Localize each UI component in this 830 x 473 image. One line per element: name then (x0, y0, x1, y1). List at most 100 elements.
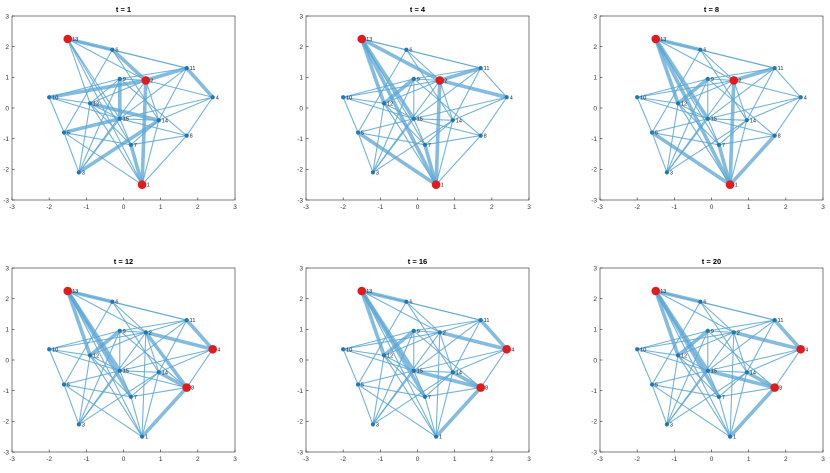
x-tick-label: 1 (159, 456, 163, 463)
network-edge (141, 135, 188, 186)
network-edge (372, 118, 415, 173)
network-node (47, 347, 52, 352)
network-edge (342, 348, 385, 356)
network-edge (435, 371, 454, 438)
network-edge (158, 319, 188, 373)
network-node (411, 328, 416, 333)
node-label: 9 (711, 329, 714, 335)
network-edge (411, 368, 483, 390)
node-label: 1 (441, 183, 444, 189)
network-edge (707, 118, 748, 121)
network-edge (145, 319, 188, 333)
network-edge (78, 78, 121, 173)
network-edge (78, 118, 121, 173)
node-label: 13 (366, 37, 372, 43)
network-edge (728, 78, 736, 187)
network-edge (67, 38, 121, 120)
node-label: 12 (387, 101, 393, 107)
network-edge (119, 67, 188, 120)
node-label: 14 (456, 118, 462, 124)
network-edge (636, 96, 679, 104)
node-label: 5 (67, 383, 70, 389)
network-node (772, 318, 777, 323)
network-node (184, 66, 189, 71)
x-tick-label: 3 (527, 204, 531, 211)
highlighted-node (431, 180, 441, 189)
network-edge (413, 330, 482, 389)
network-edge (728, 133, 777, 187)
network-edge (413, 78, 441, 81)
x-tick-label: -1 (377, 456, 383, 463)
network-edge (424, 387, 482, 398)
network-edge (728, 385, 777, 439)
panel-6: t = 20-3 -2 -1 0 1 2 33210-1-2-312345678910111… (591, 257, 825, 463)
node-label: 15 (711, 117, 717, 123)
y-tick-label: 3 (5, 265, 9, 272)
network-edge (636, 330, 709, 350)
network-edge (636, 348, 653, 386)
panel-4: t = 12-3 -2 -1 0 1 2 33210-1-2-312345678910111… (3, 257, 237, 463)
network-edge (666, 370, 709, 425)
node-label: 4 (511, 347, 514, 353)
network-edge (677, 331, 735, 356)
node-label: 6 (703, 300, 706, 306)
node-label: 10 (52, 95, 58, 101)
network-edge (435, 331, 441, 438)
network-edge (78, 330, 121, 425)
network-node (635, 347, 640, 352)
network-edge (774, 67, 802, 98)
network-edge (413, 330, 441, 333)
y-tick-label: -2 (591, 167, 597, 174)
network-node (411, 76, 416, 81)
highlighted-node (770, 383, 779, 392)
network-edge (383, 102, 415, 120)
network-edge (63, 370, 121, 386)
network-edge (357, 49, 407, 134)
network-edge (130, 135, 188, 146)
network-edge (731, 330, 803, 352)
node-label: 3 (670, 170, 673, 176)
network-edge (707, 330, 735, 333)
network-node (355, 382, 361, 387)
y-tick-label: 0 (593, 105, 597, 112)
y-tick-label: 0 (299, 105, 303, 112)
node-label: 11 (190, 318, 196, 324)
network-edge (718, 371, 748, 398)
node-label: 3 (82, 170, 85, 176)
network-edge (413, 96, 508, 120)
network-edge (413, 67, 482, 120)
network-edge (186, 96, 214, 137)
y-tick-label: -1 (591, 136, 597, 143)
axes-box (11, 15, 236, 201)
network-edge (746, 348, 802, 373)
network-edge (342, 79, 441, 98)
network-edge (435, 119, 454, 186)
network-node (117, 368, 122, 373)
network-edge (357, 301, 407, 386)
x-tick-label: -2 (634, 204, 640, 211)
network-edge (63, 383, 143, 438)
network-node (478, 66, 483, 71)
network-edge (439, 79, 454, 121)
network-node (744, 118, 749, 123)
node-label: 1 (733, 435, 736, 441)
network-edge (707, 67, 776, 120)
network-edge (48, 96, 91, 104)
highlighted-node (357, 286, 367, 296)
network-edge (383, 354, 437, 438)
network-edge (89, 78, 121, 104)
network-edge (158, 348, 214, 373)
network-node (210, 95, 215, 100)
network-edge (437, 66, 483, 83)
network-edge (651, 131, 720, 146)
network-edge (47, 78, 148, 100)
network-edge (707, 330, 776, 389)
network-edge (359, 289, 427, 399)
network-edge (677, 354, 731, 438)
network-edge (452, 67, 482, 121)
network-edge (733, 79, 748, 121)
highlighted-node (63, 34, 73, 44)
network-edge (141, 119, 160, 186)
network-edge (651, 383, 668, 425)
network-edge (111, 49, 188, 69)
